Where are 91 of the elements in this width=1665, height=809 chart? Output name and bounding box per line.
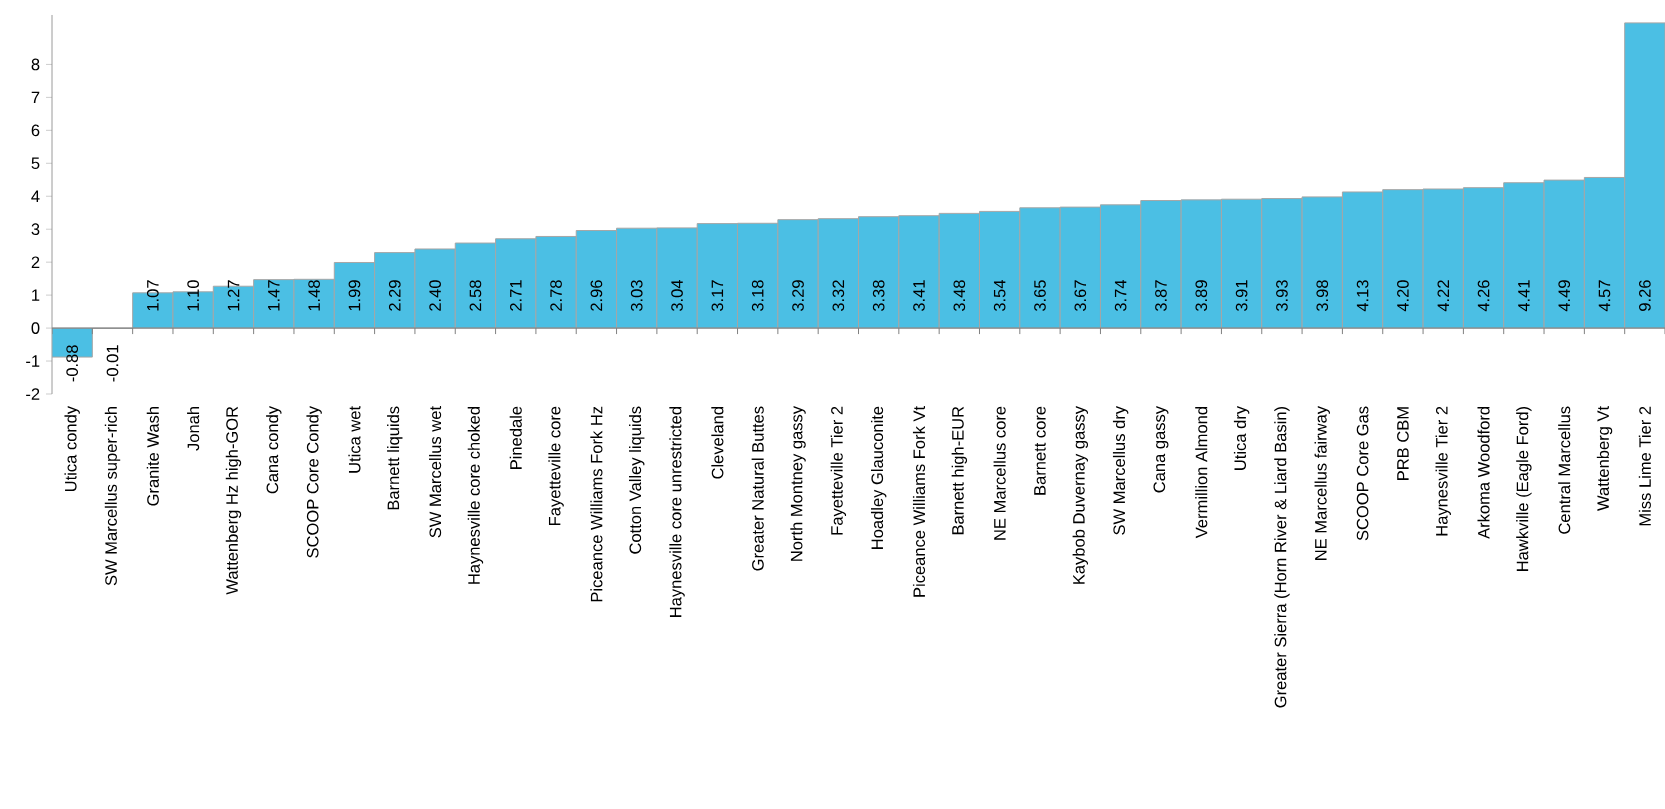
data-label: 3.67 (1074, 280, 1087, 312)
x-tick-label: SW Marcellus wet (429, 406, 442, 538)
x-tick-label: Barnett liquids (387, 406, 403, 510)
data-label: 3.74 (1114, 279, 1127, 312)
x-tick-label: Utica condy (64, 405, 80, 492)
data-label: 1.07 (146, 280, 159, 311)
y-tick-label: 1 (32, 289, 40, 301)
y-tick-label: 5 (31, 157, 40, 170)
x-tick-label: SCOOP Core Condy (306, 405, 322, 558)
data-label: 3.29 (792, 280, 804, 312)
y-tick-label: 3 (31, 223, 40, 236)
data-label: 3.38 (872, 280, 885, 312)
data-label: -0.01 (106, 345, 119, 382)
x-tick-label: SCOOP Core Gas (1356, 406, 1369, 541)
x-tick-label: Wattenberg Hz high-GOR (225, 406, 242, 595)
y-tick-label: -2 (26, 388, 40, 400)
data-label: 3.65 (1034, 280, 1046, 312)
data-label: 1.48 (308, 280, 320, 311)
data-label: 2.71 (509, 280, 522, 311)
data-label: 1.99 (348, 280, 361, 311)
x-tick-label: Kaybob Duvernay gassy (1072, 406, 1089, 584)
x-tick-label: Utica dry (1233, 405, 1250, 470)
x-tick-label: Haynesville core unrestricted (669, 407, 685, 617)
x-tick-label: Hoadley Glauconite (870, 406, 887, 549)
y-tick-label: 7 (31, 91, 40, 104)
x-tick-label: Miss Lime Tier 2 (1638, 406, 1651, 526)
x-tick-label: Barnett high-EUR (951, 406, 968, 535)
x-tick-label: Hawkville (Eagle Ford) (1516, 406, 1532, 571)
x-tick-label: Arkoma Woodford (1477, 406, 1490, 539)
data-label: 2.58 (469, 280, 482, 311)
x-tick-label: Cana condy (266, 405, 282, 494)
data-label: 4.41 (1518, 280, 1530, 312)
data-label: 3.17 (711, 280, 724, 312)
x-tick-label: NE Marcellus core (993, 406, 1006, 540)
data-label: 3.87 (1155, 280, 1167, 312)
x-tick-label: Cotton Valley liquids (629, 406, 645, 554)
x-tick-label: Jonah (187, 406, 200, 451)
data-label: 4.57 (1598, 280, 1611, 312)
x-tick-label: Granite Wash (146, 406, 159, 506)
data-label: 3.89 (1195, 280, 1208, 312)
data-label: 3.04 (671, 279, 683, 312)
x-tick-label: Central Marcellus (1558, 406, 1571, 534)
data-label: 2.96 (590, 280, 603, 311)
data-label: 4.49 (1558, 280, 1571, 312)
data-label: 3.41 (913, 280, 925, 312)
data-label: 4.13 (1356, 280, 1369, 312)
data-label: 1.47 (268, 280, 280, 311)
x-tick-label: Greater Sierra (Horn River & Liard Basin) (1274, 407, 1290, 708)
x-tick-label: Wattenberg Vt (1596, 406, 1613, 511)
x-tick-label: Haynesville Tier 2 (1435, 406, 1451, 536)
data-label: 2.78 (550, 280, 562, 311)
y-tick-label: 4 (31, 190, 40, 202)
x-tick-label: Pinedale (509, 406, 522, 469)
data-label: 4.26 (1477, 280, 1490, 312)
x-tick-label: Barnett core (1034, 406, 1046, 495)
data-label: 2.29 (388, 280, 401, 311)
data-label: 1.10 (187, 280, 199, 311)
x-tick-label: Fayetteville core (548, 406, 564, 525)
x-tick-label: Utica wet (348, 406, 361, 473)
data-label: -0.88 (66, 345, 79, 382)
x-tick-label: North Montney gassy (790, 405, 806, 561)
x-tick-label: NE Marcellus fairway (1314, 406, 1330, 560)
x-tick-label: Cana gassy (1153, 405, 1169, 493)
y-tick-label: 2 (31, 256, 40, 268)
y-tick-label: 6 (31, 124, 40, 137)
data-label: 4.20 (1397, 280, 1409, 312)
x-tick-label: Haynesville core choked (467, 407, 484, 584)
y-tick-label: 8 (31, 58, 40, 71)
data-label: 4.22 (1437, 280, 1449, 312)
x-tick-label: Cleveland (711, 407, 724, 479)
x-tick-label: PRB CBM (1397, 407, 1409, 480)
x-tick-label: Fayetteville Tier 2 (830, 406, 847, 535)
y-tick-label: -1 (26, 355, 40, 367)
y-tick-label: 0 (31, 322, 40, 334)
data-label: 3.18 (751, 280, 764, 312)
data-label: 3.98 (1316, 280, 1329, 312)
data-label: 3.54 (993, 279, 1006, 312)
x-tick-label: Vermillion Almond (1195, 407, 1208, 539)
data-label: 3.93 (1276, 280, 1288, 312)
data-label: 1.27 (227, 280, 240, 311)
data-label: 2.40 (429, 280, 441, 311)
x-tick-label: Piceance Williams Fork Vt (912, 406, 926, 597)
data-label: 9.26 (1639, 280, 1651, 311)
data-label: 3.03 (630, 280, 643, 312)
data-label: 3.32 (832, 280, 845, 312)
x-tick-label: Piceance Williams Fork Hz (590, 406, 603, 602)
data-label: 3.48 (953, 280, 966, 312)
x-tick-label: Greater Natural Buttes (751, 406, 764, 571)
x-tick-label: SW Marcellus super-rich (104, 407, 121, 586)
data-label: 3.91 (1235, 280, 1248, 312)
x-tick-label: SW Marcellus dry (1112, 405, 1129, 535)
